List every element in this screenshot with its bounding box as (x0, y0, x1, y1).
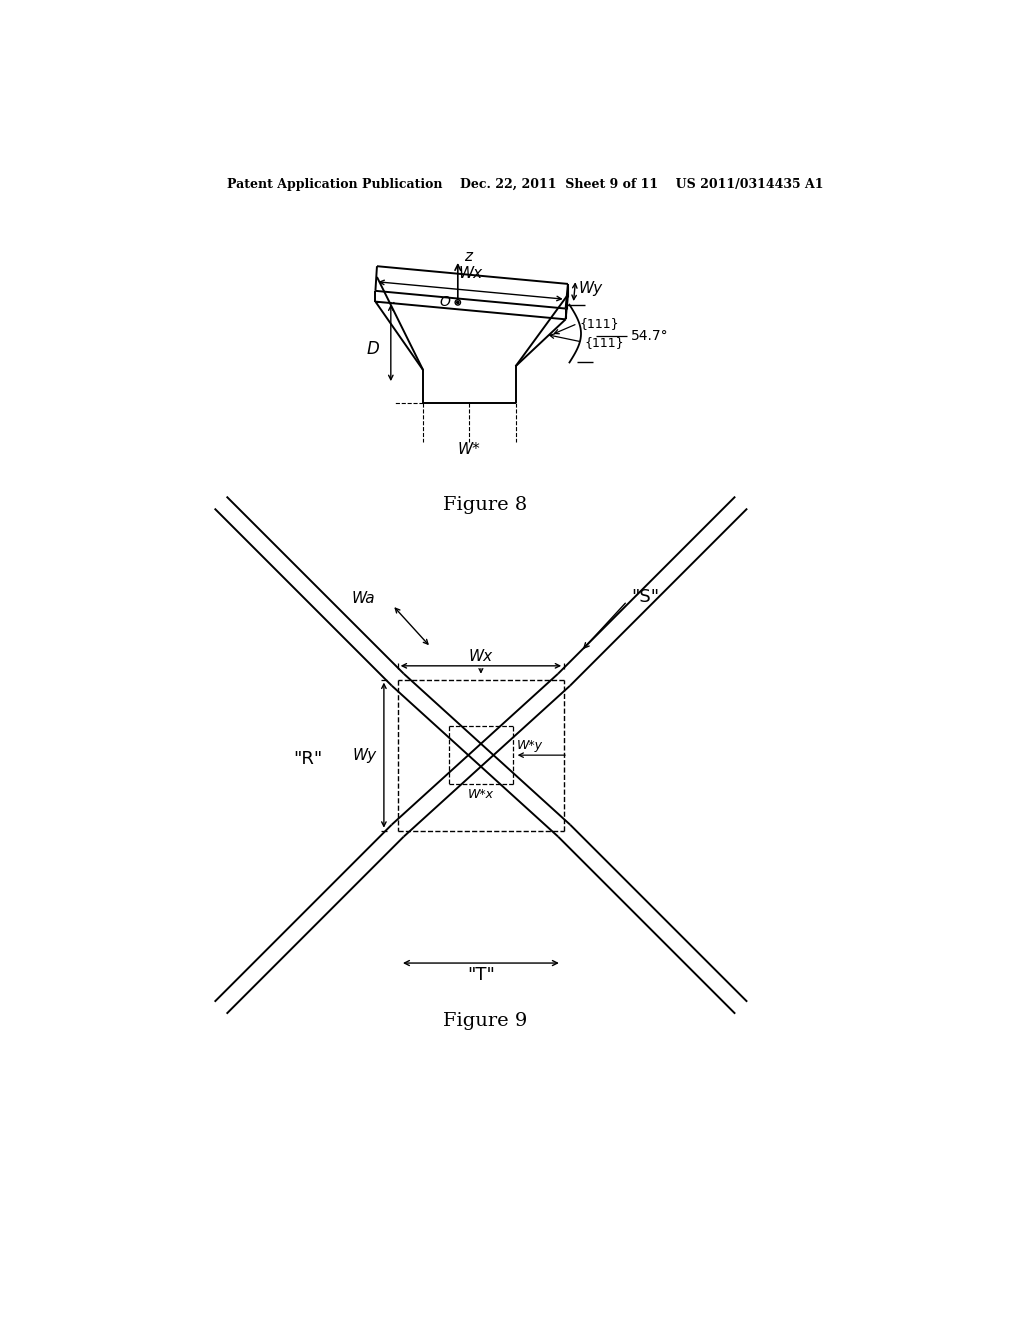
Text: "S": "S" (631, 589, 659, 606)
Text: Wy: Wy (579, 281, 603, 296)
Text: "T": "T" (467, 966, 495, 985)
Text: {111}: {111} (584, 335, 624, 348)
Text: O: O (439, 296, 451, 309)
Circle shape (457, 301, 459, 304)
Text: Wa: Wa (352, 591, 376, 606)
Text: Figure 8: Figure 8 (442, 496, 527, 513)
Text: "R": "R" (293, 750, 323, 768)
Text: W*x: W*x (468, 788, 494, 801)
Text: Patent Application Publication    Dec. 22, 2011  Sheet 9 of 11    US 2011/031443: Patent Application Publication Dec. 22, … (226, 178, 823, 190)
Text: W*: W* (458, 442, 480, 457)
Text: Figure 9: Figure 9 (442, 1012, 527, 1030)
Text: Wy: Wy (352, 747, 376, 763)
Text: z: z (464, 248, 472, 264)
Text: Wx: Wx (469, 649, 493, 664)
Text: Wx: Wx (459, 267, 482, 281)
Text: 54.7°: 54.7° (631, 329, 669, 342)
Text: D: D (367, 339, 379, 358)
Text: W*y: W*y (517, 739, 543, 752)
Text: {111}: {111} (580, 317, 618, 330)
